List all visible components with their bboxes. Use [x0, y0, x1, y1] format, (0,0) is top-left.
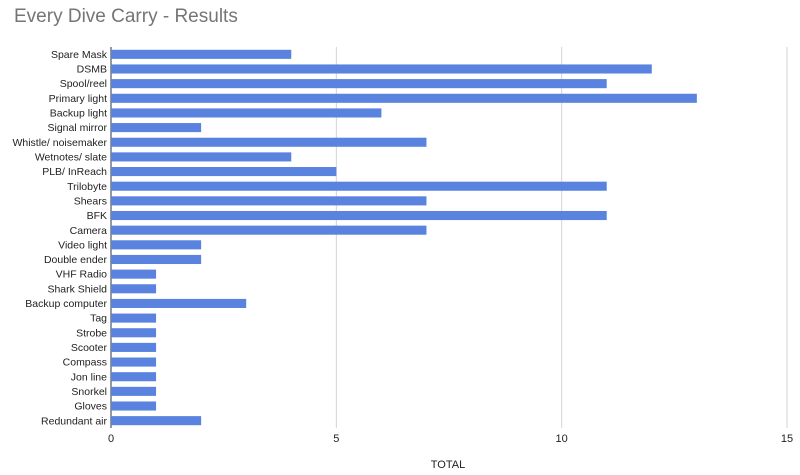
bar — [111, 225, 427, 235]
bar — [111, 357, 157, 367]
bar — [111, 137, 427, 147]
category-label: Trilobyte — [67, 181, 107, 193]
category-label: Whistle/ noisemaker — [12, 137, 107, 149]
x-tick-label: 10 — [556, 433, 568, 445]
bar — [111, 284, 157, 294]
x-tick-label: 0 — [108, 433, 114, 445]
category-label: BFK — [87, 210, 107, 222]
category-label: Gloves — [74, 401, 107, 413]
bar — [111, 254, 202, 265]
bar — [111, 123, 202, 133]
category-label: Scooter — [71, 342, 108, 354]
bar — [111, 416, 202, 426]
bar — [111, 342, 157, 352]
category-label: Tag — [90, 313, 107, 325]
category-label: Double ender — [44, 254, 108, 266]
x-tick-label: 5 — [333, 433, 339, 445]
category-label: Video light — [58, 239, 107, 251]
category-label: Spare Mask — [51, 49, 108, 61]
category-label: Shark Shield — [47, 283, 107, 295]
category-labels: Spare Mask DSMB Spool/reel Primary light Bac… — [12, 49, 107, 427]
category-label: PLB/ InReach — [42, 166, 107, 178]
category-label: Shears — [74, 195, 107, 207]
category-label: Camera — [70, 225, 108, 237]
bars — [111, 49, 697, 426]
bar — [111, 401, 157, 411]
x-tick-label: 15 — [781, 433, 793, 445]
bar — [111, 152, 292, 162]
category-label: Spool/reel — [60, 78, 107, 90]
category-label: Snorkel — [71, 386, 107, 398]
category-label: DSMB — [77, 64, 107, 76]
bar — [111, 386, 157, 396]
category-label: Compass — [63, 357, 107, 369]
chart-title: Every Dive Carry - Results — [14, 6, 238, 27]
category-label: VHF Radio — [56, 269, 108, 281]
bar — [111, 298, 247, 308]
bar — [111, 269, 157, 279]
x-tick-labels: 0 5 10 15 — [108, 433, 793, 445]
category-label: Signal mirror — [47, 122, 107, 134]
bar — [111, 64, 652, 74]
category-label: Wetnotes/ slate — [35, 152, 107, 164]
category-label: Strobe — [76, 327, 107, 339]
bar — [111, 79, 607, 89]
bar — [111, 167, 337, 177]
bar — [111, 196, 427, 206]
bar — [111, 328, 157, 338]
bar — [111, 93, 697, 103]
bar — [111, 313, 157, 323]
gridlines — [110, 47, 788, 428]
category-label: Redundant air — [41, 415, 107, 427]
x-axis-title: TOTAL — [431, 459, 465, 471]
category-label: Backup light — [50, 108, 107, 120]
category-label: Backup computer — [25, 298, 107, 310]
bar — [111, 240, 202, 250]
category-label: Jon line — [71, 371, 107, 383]
bar — [111, 49, 292, 59]
bar — [111, 210, 607, 221]
bar — [111, 181, 607, 191]
bar — [111, 108, 382, 118]
category-label: Primary light — [49, 93, 107, 105]
bar — [111, 372, 157, 382]
